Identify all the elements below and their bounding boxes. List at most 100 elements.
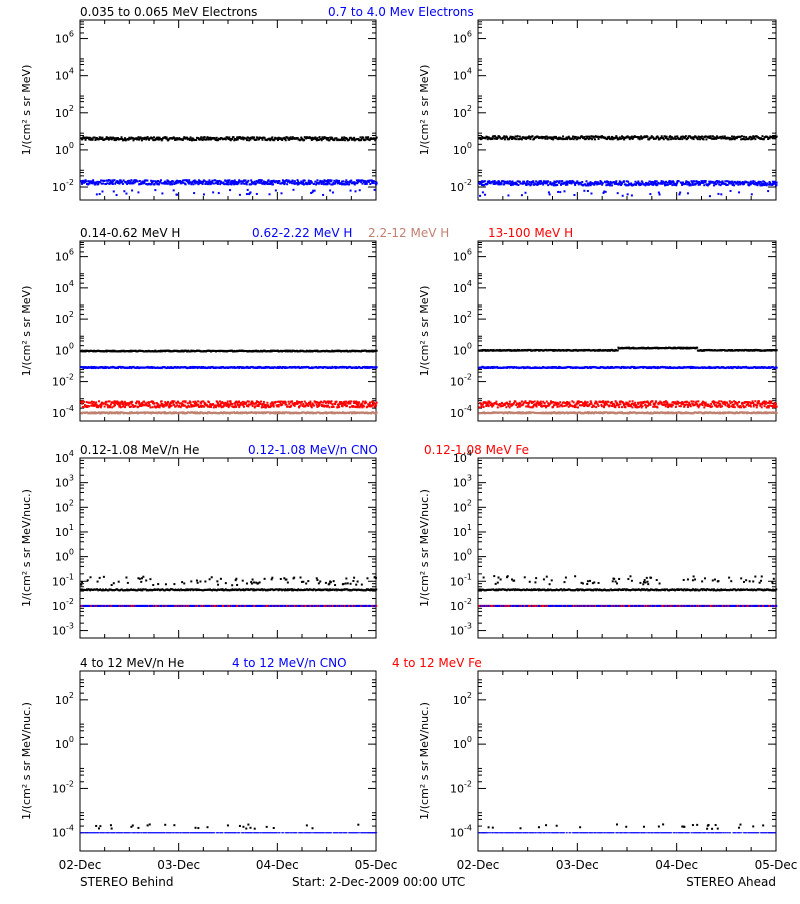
data-point: [519, 136, 521, 138]
data-point: [350, 190, 352, 192]
data-point: [171, 183, 173, 185]
data-point: [328, 406, 330, 408]
data-point: [154, 189, 156, 191]
data-point: [316, 179, 318, 181]
data-point: [529, 138, 531, 140]
data-point: [248, 401, 250, 403]
data-point: [316, 137, 318, 139]
y-tick-label: 10-2: [52, 373, 74, 389]
data-point: [375, 405, 377, 407]
data-point: [741, 135, 743, 137]
data-point: [630, 182, 632, 184]
data-point: [376, 136, 378, 138]
data-point: [359, 189, 361, 191]
data-point: [504, 138, 506, 140]
data-point: [658, 192, 660, 194]
data-point: [218, 192, 220, 194]
data-point: [200, 136, 202, 138]
data-point: [776, 136, 778, 138]
data-point: [309, 402, 311, 404]
data-point: [331, 403, 333, 405]
data-point: [99, 193, 101, 195]
data-point: [92, 179, 94, 181]
data-point: [246, 183, 248, 185]
data-point: [120, 406, 122, 408]
data-point: [256, 193, 258, 195]
data-point: [350, 180, 352, 182]
legend-label: 0.14-0.62 MeV H: [80, 226, 180, 240]
data-point: [231, 138, 233, 140]
data-point: [573, 194, 575, 196]
data-point: [203, 193, 205, 195]
data-point: [100, 406, 102, 408]
data-point: [261, 139, 263, 141]
data-point: [272, 183, 274, 185]
data-point: [696, 347, 698, 349]
data-point: [590, 192, 592, 194]
data-point: [301, 401, 303, 403]
data-point: [292, 180, 294, 182]
data-point: [675, 138, 677, 140]
data-point: [197, 400, 199, 402]
data-point: [605, 191, 607, 193]
y-tick-label: 100: [453, 341, 472, 357]
data-point: [271, 136, 273, 138]
data-point: [701, 135, 703, 137]
data-point: [730, 190, 732, 192]
data-point: [261, 179, 263, 181]
legend-label: 13-100 MeV H: [488, 226, 573, 240]
data-point: [137, 180, 139, 182]
data-point: [208, 401, 210, 403]
data-point: [566, 184, 568, 186]
data-point: [347, 181, 349, 183]
data-point: [193, 192, 195, 194]
data-point: [302, 403, 304, 405]
data-point: [123, 190, 125, 192]
data-point: [621, 183, 623, 185]
data-point: [250, 179, 252, 181]
data-point: [531, 183, 533, 185]
data-point: [130, 179, 132, 181]
data-point: [690, 184, 692, 186]
data-point: [185, 183, 187, 185]
data-point: [751, 193, 753, 195]
data-point: [559, 191, 561, 193]
data-point: [187, 402, 189, 404]
data-point: [235, 406, 237, 408]
data-point: [197, 404, 199, 406]
data-point: [286, 183, 288, 185]
data-point: [246, 139, 248, 141]
data-point: [484, 194, 486, 196]
data-point: [139, 180, 141, 182]
data-point: [352, 406, 354, 408]
data-point: [532, 135, 534, 137]
data-point: [185, 400, 187, 402]
data-point: [754, 138, 756, 140]
data-point: [260, 401, 262, 403]
data-point: [651, 181, 653, 183]
data-point: [122, 183, 124, 185]
data-point: [110, 403, 112, 405]
y-tick-label: 106: [453, 248, 472, 264]
y-axis-label: 1/(cm² s sr MeV): [20, 286, 33, 377]
data-point: [146, 180, 148, 182]
data-point: [91, 401, 93, 403]
data-point: [85, 139, 87, 141]
data-point: [216, 137, 218, 139]
data-point: [161, 400, 163, 402]
plot-frame: [478, 20, 776, 200]
data-point: [557, 191, 559, 193]
data-point: [532, 180, 534, 182]
data-point: [737, 184, 739, 186]
data-point: [374, 139, 376, 141]
data-point: [327, 137, 329, 139]
data-point: [627, 181, 629, 183]
data-point: [617, 349, 619, 351]
data-point: [95, 401, 97, 403]
legend-label: 0.035 to 0.065 MeV Electrons: [80, 5, 257, 19]
data-point: [195, 139, 197, 141]
data-point: [692, 184, 694, 186]
data-point: [214, 179, 216, 181]
